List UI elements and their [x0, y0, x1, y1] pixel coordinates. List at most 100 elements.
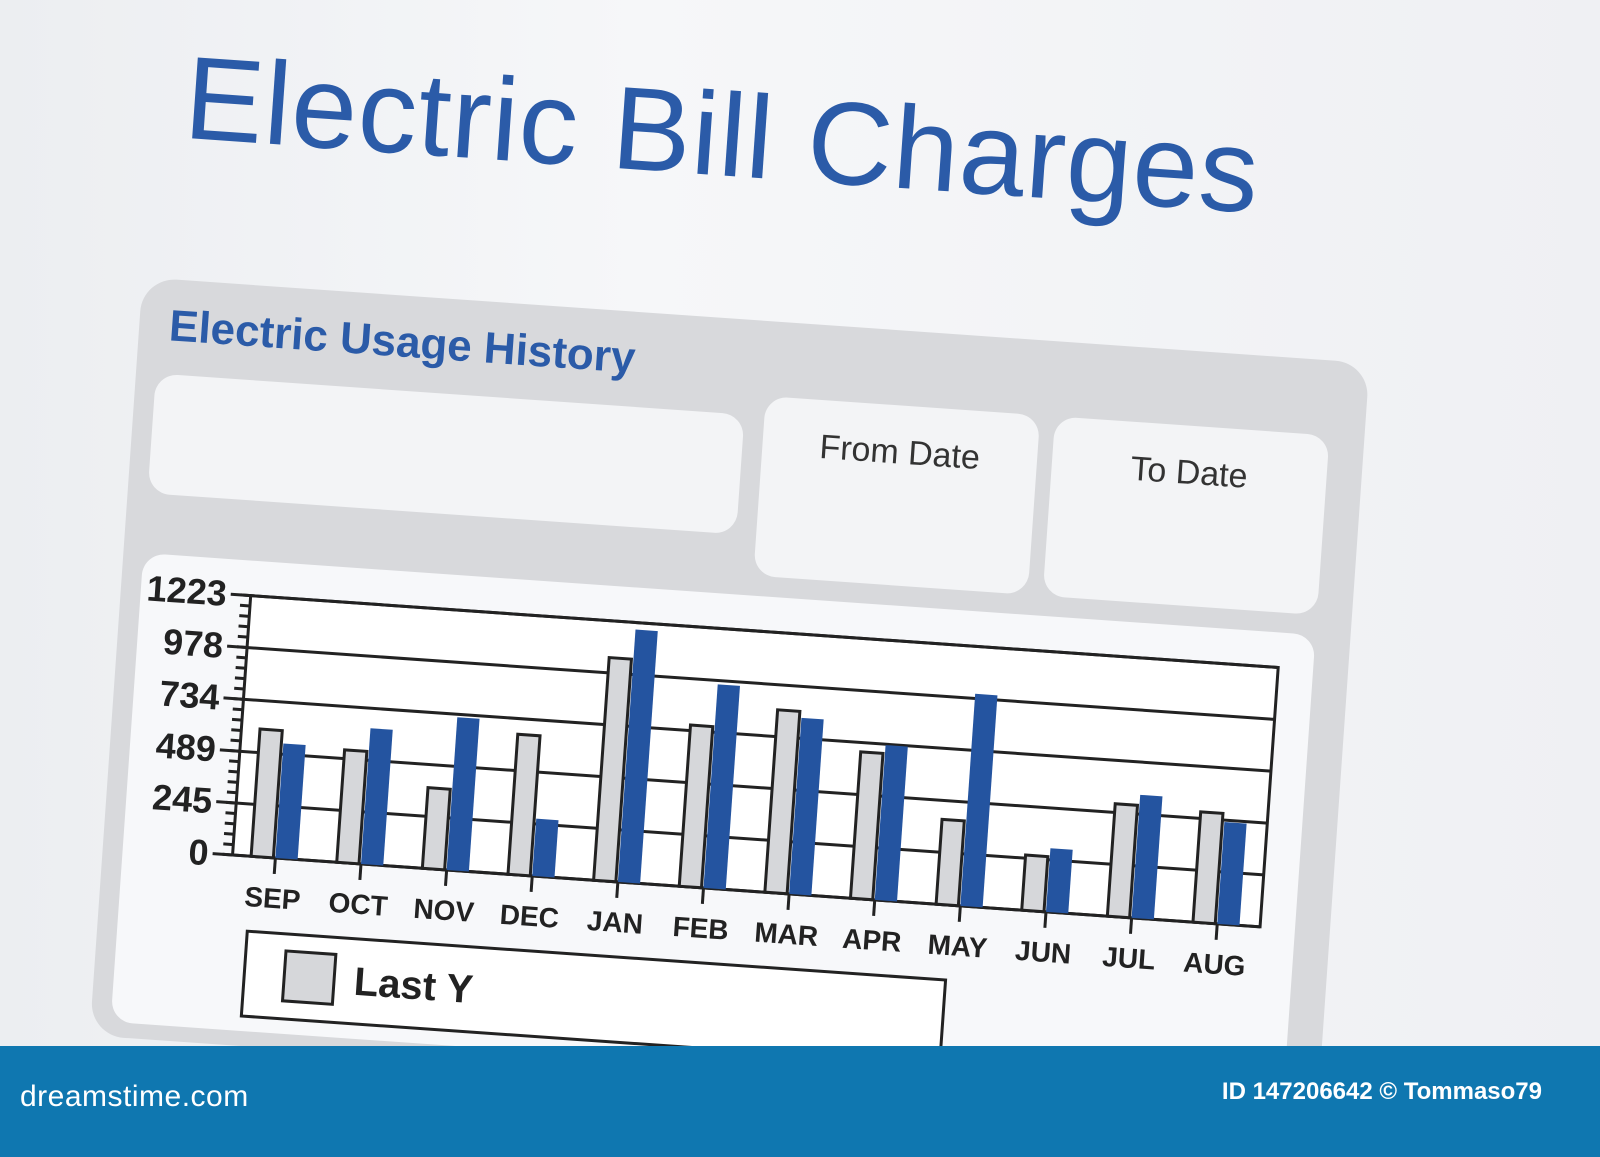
x-tick-label: JAN — [586, 905, 644, 940]
x-tick — [358, 863, 363, 881]
gridline — [219, 748, 1268, 825]
bar-this-year — [1045, 848, 1073, 914]
bill-sheet: Electric Bill Charges Electric Usage His… — [89, 30, 1487, 1046]
blank-field — [147, 373, 745, 535]
y-minor-tick — [235, 666, 246, 670]
x-tick-label: JUL — [1101, 941, 1156, 976]
bar-this-year — [446, 717, 480, 872]
chart-area: 0 245 489 734 978 1223 SEP OCT NOV DEC JAN FEB MAR AP… — [110, 553, 1316, 1046]
x-tick — [272, 857, 277, 875]
gridline — [227, 644, 1275, 721]
y-minor-tick — [225, 811, 236, 815]
gridline — [216, 800, 1264, 877]
bar-this-year — [360, 728, 393, 866]
bar-this-year — [275, 743, 306, 860]
gridline — [230, 592, 1279, 669]
y-minor-tick — [234, 686, 245, 691]
usage-panel: Electric Usage History From Date To Date… — [89, 277, 1370, 1046]
bar-last-year — [763, 708, 802, 896]
y-minor-tick — [229, 759, 240, 764]
y-minor-tick — [229, 749, 240, 753]
x-tick — [957, 905, 962, 922]
bar-last-year — [1020, 853, 1050, 914]
y-minor-tick — [239, 603, 251, 608]
y-tick-label: 245 — [151, 776, 214, 821]
bar-last-year — [335, 748, 369, 866]
bar-last-year — [1105, 802, 1140, 920]
legend-box — [239, 929, 948, 1046]
page-title: Electric Bill Charges — [180, 31, 1265, 239]
x-tick — [872, 899, 877, 916]
y-minor-tick — [224, 821, 235, 826]
paper-photo: Electric Bill Charges Electric Usage His… — [0, 0, 1600, 1046]
gridline — [212, 852, 1261, 929]
bar-this-year — [617, 629, 658, 884]
y-tick-label: 0 — [187, 831, 210, 873]
y-minor-tick — [222, 852, 233, 857]
x-tick — [1214, 923, 1219, 940]
bar-last-year — [249, 727, 284, 860]
y-minor-tick — [231, 717, 243, 722]
bar-this-year — [1217, 822, 1247, 926]
y-minor-tick — [237, 634, 248, 639]
y-tick-label: 734 — [158, 673, 221, 718]
x-tick-label: NOV — [412, 893, 475, 928]
bar-this-year — [960, 693, 998, 908]
y-minor-tick — [223, 832, 235, 836]
gridline — [223, 696, 1272, 773]
y-minor-tick — [231, 728, 242, 732]
y-minor-tick — [233, 697, 244, 701]
x-tick — [1128, 917, 1134, 934]
bar-last-year — [592, 655, 634, 884]
bar-this-year — [789, 717, 824, 896]
to-date-label: To Date — [1129, 449, 1249, 496]
x-tick-label: JUN — [1014, 935, 1072, 970]
x-tick — [786, 893, 791, 910]
y-minor-tick — [232, 707, 243, 712]
x-tick-label: MAY — [927, 929, 989, 964]
bar-last-year — [677, 723, 715, 890]
x-tick — [615, 881, 620, 898]
dreamstime-logo: dreamstime.com — [20, 1080, 249, 1113]
y-tick-label: 489 — [155, 724, 218, 769]
x-tick-label: DEC — [499, 899, 560, 934]
to-date-field: To Date — [1042, 416, 1330, 616]
y-minor-tick — [230, 738, 241, 743]
usage-bar-chart: 0 245 489 734 978 1223 SEP OCT NOV DEC JAN FEB MAR AP… — [145, 567, 1280, 1046]
panel-title: Electric Usage History — [167, 301, 637, 383]
x-tick-label: MAR — [753, 917, 819, 952]
y-tick-label: 978 — [162, 621, 225, 666]
bar-last-year — [1191, 810, 1225, 926]
bar-last-year — [420, 786, 452, 872]
y-minor-tick — [234, 676, 245, 681]
y-minor-tick — [236, 655, 247, 660]
y-minor-tick — [226, 800, 237, 805]
y-minor-tick — [236, 645, 248, 649]
y-tick-label: 1223 — [145, 567, 228, 613]
x-tick-label: APR — [841, 923, 902, 958]
x-tick-label: FEB — [672, 911, 730, 946]
legend-swatch-last-year — [280, 949, 338, 1006]
x-tick-label: AUG — [1182, 947, 1246, 982]
x-tick-label: SEP — [244, 881, 302, 916]
from-date-label: From Date — [818, 427, 982, 478]
image-credit: ID 147206642 © Tommaso79 — [1221, 1078, 1542, 1105]
bar-this-year — [874, 745, 908, 902]
bar-last-year — [506, 732, 542, 878]
y-minor-tick — [226, 790, 238, 795]
bar-this-year — [1131, 794, 1163, 920]
bar-last-year — [934, 817, 966, 908]
x-tick-label: OCT — [328, 887, 389, 922]
from-date-field: From Date — [753, 396, 1041, 595]
y-minor-tick — [239, 614, 250, 618]
legend-label-last-year: Last Y — [352, 960, 474, 1012]
y-minor-tick — [228, 769, 239, 774]
x-tick — [529, 875, 534, 892]
x-tick — [444, 869, 449, 887]
y-minor-tick — [223, 842, 234, 847]
watermark-footer: dreamstime.com ID 147206642 © Tommaso79 — [0, 1046, 1600, 1157]
bar-last-year — [848, 750, 885, 902]
y-minor-tick — [240, 593, 251, 598]
x-tick — [700, 887, 705, 904]
bar-this-year — [532, 818, 559, 878]
